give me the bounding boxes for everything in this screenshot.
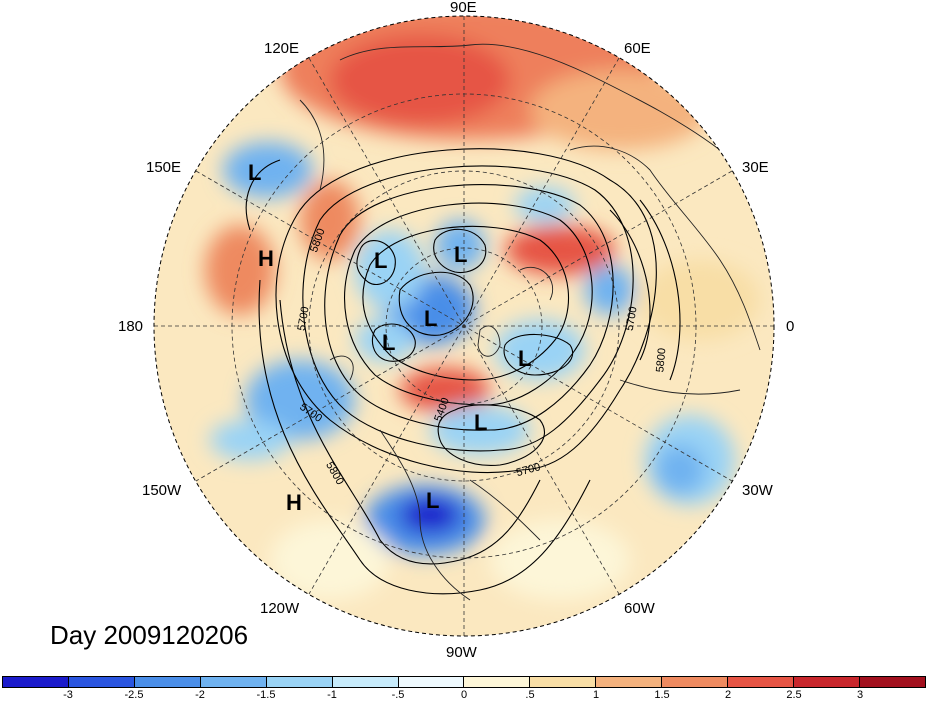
day-label: Day 2009120206 — [50, 620, 249, 650]
colorbar-segment — [134, 677, 201, 687]
colorbar-tick-label: .5 — [525, 689, 535, 701]
colorbar — [2, 676, 926, 688]
longitude-label-120e: 120E — [264, 40, 300, 57]
colorbar-tick-label: 2 — [724, 689, 732, 701]
height-contours — [245, 148, 681, 595]
colorbar-tick-label: -3 — [63, 689, 73, 701]
contour-label: 5700 — [624, 306, 640, 332]
contour-label: 5700 — [296, 306, 312, 332]
colorbar-tick-label: -1 — [327, 689, 337, 701]
pressure-system-label: L — [474, 410, 487, 435]
pressure-system-label: L — [426, 488, 439, 513]
colorbar-segment — [68, 677, 135, 687]
colorbar-segment — [728, 677, 795, 687]
colorbar-segment — [266, 677, 333, 687]
colorbar-segment — [3, 677, 69, 687]
pressure-system-label: L — [518, 346, 531, 371]
map-boundary — [153, 15, 775, 637]
longitude-label-30w: 30W — [742, 482, 773, 499]
longitude-label-150w: 150W — [142, 482, 182, 499]
colorbar-segment — [662, 677, 729, 687]
polar-stereographic-map: L H L L L L L L H L 5800 5700 5700 5400 … — [153, 15, 775, 637]
longitude-label-30e: 30E — [742, 159, 769, 176]
pressure-system-label: L — [382, 330, 395, 355]
colorbar-tick-label: -2.5 — [124, 689, 144, 701]
pressure-system-label: L — [424, 306, 437, 331]
colorbar-tick-label: -2 — [195, 689, 205, 701]
longitude-label-90e: 90E — [450, 0, 477, 16]
colorbar-segment — [596, 677, 663, 687]
longitude-label-150e: 150E — [146, 159, 182, 176]
colorbar-segment — [530, 677, 597, 687]
longitude-label-60e: 60E — [624, 40, 651, 57]
pressure-system-label: L — [248, 160, 261, 185]
colorbar-tick-label: 1.5 — [654, 689, 670, 701]
pressure-system-label: L — [454, 242, 467, 267]
coastlines — [299, 43, 761, 601]
colorbar-tick-label: 3 — [856, 689, 864, 701]
colorbar-segment — [200, 677, 267, 687]
colorbar-segment — [398, 677, 465, 687]
colorbar-segment — [859, 677, 925, 687]
pressure-system-labels: L H L L L L L L H L — [248, 160, 531, 515]
longitude-label-180: 180 — [118, 318, 144, 335]
graticule — [154, 16, 774, 636]
pressure-system-label: H — [258, 246, 274, 271]
longitude-label-120w: 120W — [260, 600, 300, 617]
colorbar-segment — [464, 677, 531, 687]
colorbar-tick-label: 2.5 — [786, 689, 802, 701]
pressure-system-label: H — [286, 490, 302, 515]
colorbar-tick-label: -.5 — [391, 689, 405, 701]
colorbar-segment — [332, 677, 399, 687]
anomaly-shading — [205, 16, 760, 600]
colorbar-tick-label: 1 — [592, 689, 600, 701]
colorbar-segment — [794, 677, 860, 687]
pressure-system-label: L — [374, 248, 387, 273]
longitude-label-90w: 90W — [446, 644, 477, 661]
longitude-label-60w: 60W — [624, 600, 655, 617]
contour-label: 5800 — [654, 347, 668, 372]
colorbar-tick-label: -1.5 — [256, 689, 276, 701]
colorbar-tick-label: 0 — [460, 689, 468, 701]
longitude-label-0: 0 — [786, 318, 795, 335]
